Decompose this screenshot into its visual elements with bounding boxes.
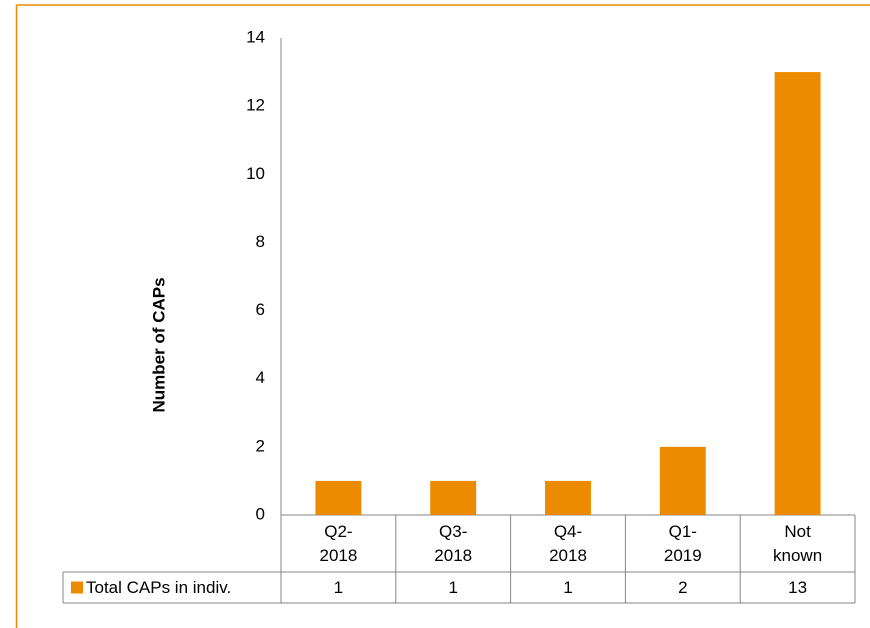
- x-tick-label: Q3-2018: [396, 515, 511, 572]
- table-value: 1: [563, 578, 572, 597]
- y-axis-label: Number of CAPs: [149, 277, 168, 412]
- bar: [430, 480, 477, 515]
- x-tick-label-box: Q1-2019: [625, 515, 740, 572]
- x-tick-label-box: Q4-2018: [511, 515, 626, 572]
- bar: [774, 72, 821, 516]
- x-tick-label-box: Not known: [740, 515, 855, 572]
- x-tick-label-text: Q3-2018: [434, 521, 473, 565]
- x-tick-label: Not known: [740, 515, 855, 572]
- y-tick-label: 8: [256, 232, 265, 251]
- legend-swatch: [71, 581, 83, 594]
- x-tick-label-box: Q3-2018: [396, 515, 511, 572]
- legend-label: Total CAPs in indiv.: [86, 578, 231, 597]
- x-tick-label-box: Q2-2018: [281, 515, 396, 572]
- x-tick-label-text: Q1-2019: [663, 521, 702, 565]
- x-tick-label-text: Q4-2018: [549, 521, 587, 565]
- y-tick-label: 14: [246, 27, 265, 46]
- y-tick-label: 4: [256, 368, 265, 387]
- bar: [315, 480, 362, 515]
- y-tick-label: 10: [246, 164, 265, 183]
- y-tick-label: 0: [256, 504, 265, 523]
- table-value: 13: [788, 578, 807, 597]
- x-tick-label-text: Not known: [773, 521, 823, 565]
- x-tick-label-text: Q2-2018: [319, 521, 358, 565]
- bar: [545, 480, 591, 515]
- table-value: 1: [334, 578, 343, 597]
- y-tick-label: 12: [246, 96, 265, 115]
- bar: [659, 446, 706, 515]
- x-tick-label: Q2-2018: [281, 515, 396, 572]
- table-value: 1: [448, 578, 457, 597]
- y-tick-label: 6: [256, 300, 265, 319]
- x-tick-label: Q1-2019: [625, 515, 740, 572]
- table-value: 2: [678, 578, 687, 597]
- y-tick-label: 2: [256, 436, 265, 455]
- x-tick-label: Q4-2018: [511, 515, 626, 572]
